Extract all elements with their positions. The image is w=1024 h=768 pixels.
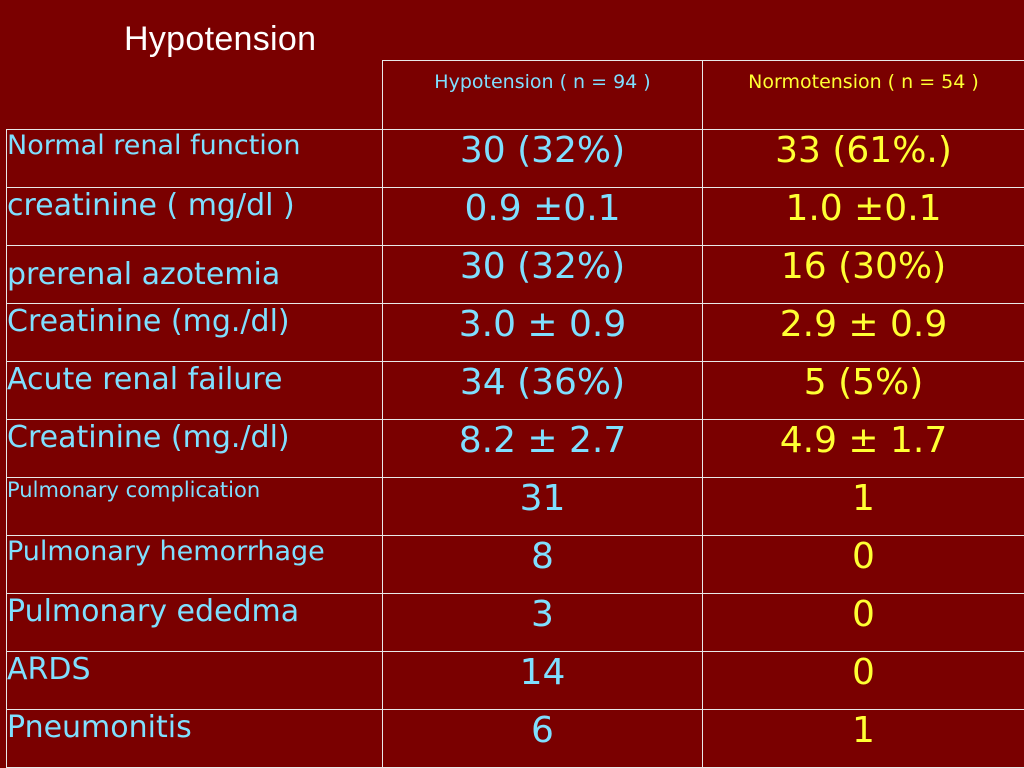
normotension-value: 0 xyxy=(702,535,1024,594)
row-label: Pneumonitis xyxy=(6,709,383,768)
table-row: ARDS 14 0 xyxy=(6,651,1024,710)
normotension-value: 4.9 ± 1.7 xyxy=(702,419,1024,478)
row-label: Pulmonary hemorrhage xyxy=(6,535,383,594)
normotension-value: 16 (30%) xyxy=(702,245,1024,304)
hypotension-value: 0.9 ±0.1 xyxy=(382,187,703,246)
hypotension-value: 6 xyxy=(382,709,703,768)
hypotension-value: 3 xyxy=(382,593,703,652)
table-row: prerenal azotemia 30 (32%) 16 (30%) xyxy=(6,245,1024,304)
row-label: Pulmonary complication xyxy=(6,477,383,536)
row-label: Pulmonary ededma xyxy=(6,593,383,652)
row-label: Acute renal failure xyxy=(6,361,383,420)
table-row: Pneumonitis 6 1 xyxy=(6,709,1024,768)
table-row: Pulmonary hemorrhage 8 0 xyxy=(6,535,1024,594)
hypotension-value: 34 (36%) xyxy=(382,361,703,420)
row-label: prerenal azotemia xyxy=(6,245,383,304)
column-header-normotension: Normotension ( n = 54 ) xyxy=(702,60,1024,130)
slide-title: Hypotension xyxy=(124,20,317,58)
row-label: ARDS xyxy=(6,651,383,710)
hypotension-value: 8 xyxy=(382,535,703,594)
hypotension-value: 8.2 ± 2.7 xyxy=(382,419,703,478)
row-label: Creatinine (mg./dl) xyxy=(6,419,383,478)
normotension-value: 0 xyxy=(702,593,1024,652)
column-header-hypotension: Hypotension ( n = 94 ) xyxy=(382,60,703,130)
normotension-value: 1 xyxy=(702,477,1024,536)
hypotension-value: 31 xyxy=(382,477,703,536)
table-row: creatinine ( mg/dl ) 0.9 ±0.1 1.0 ±0.1 xyxy=(6,187,1024,246)
hypotension-value: 30 (32%) xyxy=(382,129,703,188)
comparison-table: Hypotension ( n = 94 ) Normotension ( n … xyxy=(6,60,1024,768)
table-corner-cell xyxy=(6,60,383,130)
normotension-value: 1 xyxy=(702,709,1024,768)
row-label: creatinine ( mg/dl ) xyxy=(6,187,383,246)
normotension-value: 5 (5%) xyxy=(702,361,1024,420)
normotension-value: 1.0 ±0.1 xyxy=(702,187,1024,246)
normotension-value: 0 xyxy=(702,651,1024,710)
table-row: Pulmonary ededma 3 0 xyxy=(6,593,1024,652)
hypotension-value: 30 (32%) xyxy=(382,245,703,304)
row-label: Normal renal function xyxy=(6,129,383,188)
normotension-value: 33 (61%.) xyxy=(702,129,1024,188)
table-row: Creatinine (mg./dl) 3.0 ± 0.9 2.9 ± 0.9 xyxy=(6,303,1024,362)
hypotension-value: 14 xyxy=(382,651,703,710)
row-label: Creatinine (mg./dl) xyxy=(6,303,383,362)
hypotension-value: 3.0 ± 0.9 xyxy=(382,303,703,362)
normotension-value: 2.9 ± 0.9 xyxy=(702,303,1024,362)
table-row: Creatinine (mg./dl) 8.2 ± 2.7 4.9 ± 1.7 xyxy=(6,419,1024,478)
table-row: Normal renal function 30 (32%) 33 (61%.) xyxy=(6,129,1024,188)
table-header-row: Hypotension ( n = 94 ) Normotension ( n … xyxy=(6,60,1024,130)
table-row: Acute renal failure 34 (36%) 5 (5%) xyxy=(6,361,1024,420)
table-row: Pulmonary complication 31 1 xyxy=(6,477,1024,536)
